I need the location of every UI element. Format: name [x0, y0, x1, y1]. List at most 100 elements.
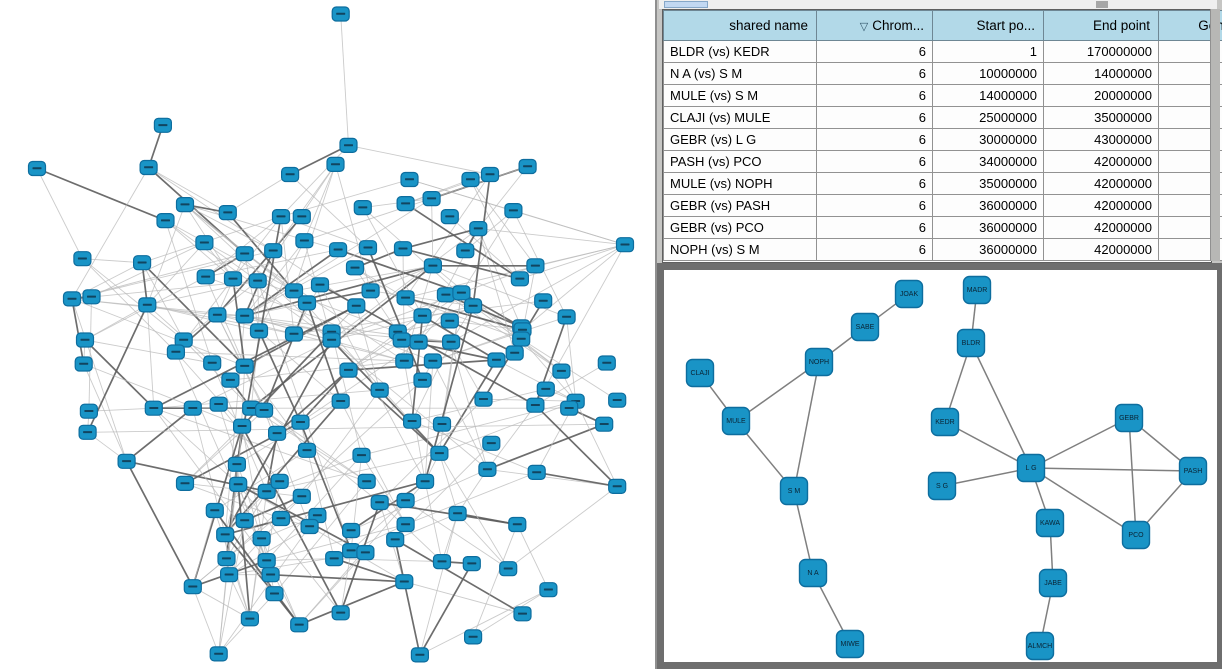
network-edge[interactable] — [449, 320, 516, 354]
network-edge[interactable] — [298, 580, 405, 626]
network-node[interactable] — [461, 171, 480, 188]
network-node[interactable] — [229, 476, 248, 492]
network-node[interactable] — [432, 553, 452, 570]
network-node[interactable] — [539, 582, 558, 598]
table-cell[interactable]: 6 — [816, 172, 933, 195]
network-edge[interactable] — [88, 296, 92, 412]
network-edge[interactable] — [244, 249, 339, 317]
network-edge[interactable] — [438, 453, 459, 514]
network-edge[interactable] — [244, 302, 308, 317]
network-edge[interactable] — [71, 298, 128, 462]
network-edge[interactable] — [379, 502, 443, 562]
network-node-joak[interactable]: JOAK — [894, 279, 924, 309]
table-row[interactable]: GEBR (vs) L G6300000004300000016.9 — [663, 128, 1222, 151]
table-cell[interactable]: 35000000 — [932, 172, 1044, 195]
network-edge[interactable] — [331, 228, 479, 341]
network-node[interactable] — [478, 461, 497, 477]
network-edge[interactable] — [793, 361, 820, 492]
network-node[interactable] — [361, 283, 380, 299]
network-edge[interactable] — [535, 362, 608, 406]
table-vertical-scrollbar-gutter[interactable] — [1210, 9, 1220, 261]
table-cell[interactable]: 36000000 — [932, 238, 1044, 261]
network-node[interactable] — [597, 355, 616, 371]
network-node[interactable] — [357, 473, 376, 489]
network-edge[interactable] — [146, 304, 155, 409]
network-edge[interactable] — [126, 407, 194, 462]
network-node[interactable] — [133, 255, 152, 271]
network-edge[interactable] — [257, 280, 398, 333]
network-edge[interactable] — [477, 228, 516, 354]
network-edge[interactable] — [335, 164, 372, 291]
node-shape[interactable] — [685, 358, 715, 388]
table-cell[interactable]: 6 — [816, 106, 933, 129]
overview-network-canvas[interactable] — [0, 0, 655, 669]
network-node[interactable] — [209, 646, 228, 662]
network-edge[interactable] — [404, 581, 523, 615]
network-node[interactable] — [448, 505, 467, 522]
network-edge[interactable] — [237, 484, 251, 619]
network-node-kawa[interactable]: KAWA — [1035, 508, 1065, 538]
network-node[interactable] — [505, 345, 524, 361]
network-node-miwe[interactable]: MIWE — [835, 629, 865, 659]
table-row[interactable]: PASH (vs) PCO6340000004200000011.4 — [663, 150, 1222, 173]
network-node[interactable] — [339, 137, 358, 153]
network-edge[interactable] — [487, 468, 618, 487]
network-edge[interactable] — [432, 360, 488, 470]
detail-network-panel[interactable]: JOAK MADR SABE BLDR NOPH CLAJI MULE KEDR GEBR L G… — [657, 263, 1222, 669]
network-edge[interactable] — [244, 240, 305, 317]
network-edge[interactable] — [236, 400, 341, 465]
network-node[interactable] — [310, 277, 330, 293]
network-edge[interactable] — [333, 557, 405, 583]
network-edge[interactable] — [405, 471, 537, 525]
network-node[interactable] — [400, 171, 419, 188]
network-edge[interactable] — [184, 204, 332, 341]
network-node[interactable] — [255, 402, 274, 418]
network-node[interactable] — [526, 258, 545, 274]
network-node[interactable] — [442, 334, 461, 350]
network-edge[interactable] — [487, 423, 605, 471]
table-cell[interactable]: 42000000 — [1043, 238, 1159, 261]
network-node[interactable] — [416, 473, 435, 489]
network-node[interactable] — [534, 293, 553, 309]
node-shape[interactable] — [1016, 453, 1046, 483]
network-edge[interactable] — [536, 471, 618, 488]
network-node[interactable] — [235, 246, 254, 262]
network-edge[interactable] — [232, 216, 282, 280]
network-node[interactable] — [422, 191, 441, 207]
network-edge[interactable] — [534, 404, 618, 488]
network-node[interactable] — [413, 308, 432, 324]
network-node[interactable] — [608, 392, 627, 408]
network-edge[interactable] — [299, 369, 350, 423]
network-node-madr[interactable]: MADR — [962, 275, 992, 305]
network-edge[interactable] — [266, 558, 335, 562]
network-node[interactable] — [423, 258, 442, 274]
network-node[interactable] — [392, 332, 411, 348]
network-node-l-g[interactable]: L G — [1016, 453, 1046, 483]
network-node[interactable] — [456, 243, 475, 259]
table-cell[interactable]: 6 — [816, 40, 933, 63]
table-cell[interactable]: 42000000 — [1043, 172, 1159, 195]
network-node[interactable] — [227, 456, 246, 472]
network-edge[interactable] — [230, 360, 405, 381]
network-node[interactable] — [557, 309, 576, 325]
network-edge[interactable] — [477, 228, 522, 328]
network-node[interactable] — [235, 308, 254, 324]
network-edge[interactable] — [276, 369, 350, 434]
table-cell[interactable]: 6.6 — [1158, 62, 1222, 85]
table-cell[interactable]: CLAJI (vs) MULE — [663, 106, 817, 129]
node-shape[interactable] — [850, 312, 880, 342]
network-edge[interactable] — [478, 228, 626, 246]
network-edge[interactable] — [153, 407, 367, 482]
network-node[interactable] — [403, 413, 422, 429]
network-node-mule[interactable]: MULE — [721, 406, 751, 436]
network-node[interactable] — [518, 158, 537, 175]
network-edge[interactable] — [941, 467, 1032, 487]
network-edge[interactable] — [449, 216, 521, 280]
network-node[interactable] — [209, 396, 228, 412]
node-shape[interactable] — [962, 275, 992, 305]
network-edge[interactable] — [1128, 417, 1137, 536]
network-node[interactable] — [345, 260, 365, 276]
network-edge[interactable] — [970, 342, 1032, 469]
network-edge[interactable] — [148, 167, 229, 213]
table-row[interactable]: BLDR (vs) KEDR61170000000192.0 — [663, 40, 1222, 63]
